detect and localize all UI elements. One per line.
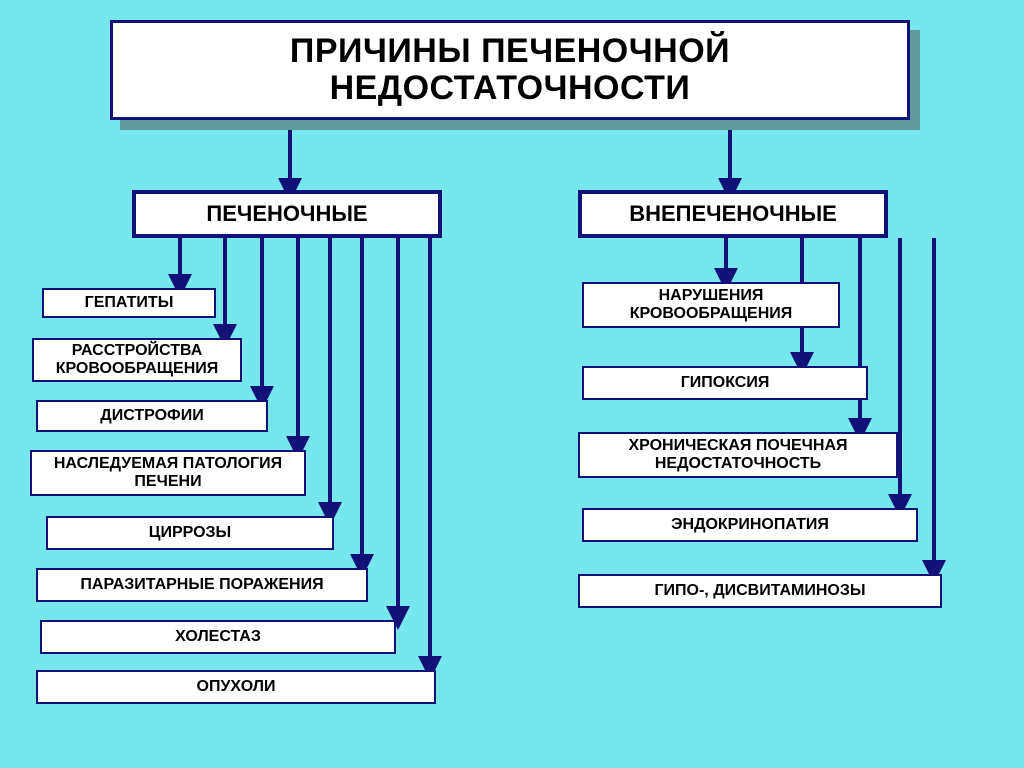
leaf-right-4: ГИПО-, ДИСВИТАМИНОЗЫ bbox=[578, 574, 942, 608]
leaf-label-left-4: ЦИРРОЗЫ bbox=[149, 524, 231, 542]
category-right: ВНЕПЕЧЕНОЧНЫЕ bbox=[578, 190, 888, 238]
leaf-label-left-1: РАССТРОЙСТВА КРОВООБРАЩЕНИЯ bbox=[40, 342, 234, 377]
title-box: ПРИЧИНЫ ПЕЧЕНОЧНОЙ НЕДОСТАТОЧНОСТИ bbox=[110, 20, 910, 120]
leaf-left-3: НАСЛЕДУЕМАЯ ПАТОЛОГИЯ ПЕЧЕНИ bbox=[30, 450, 306, 496]
leaf-label-left-2: ДИСТРОФИИ bbox=[100, 407, 203, 425]
category-label-right: ВНЕПЕЧЕНОЧНЫЕ bbox=[629, 202, 837, 226]
leaf-label-left-0: ГЕПАТИТЫ bbox=[85, 294, 174, 312]
leaf-right-2: ХРОНИЧЕСКАЯ ПОЧЕЧНАЯ НЕДОСТАТОЧНОСТЬ bbox=[578, 432, 898, 478]
leaf-left-5: ПАРАЗИТАРНЫЕ ПОРАЖЕНИЯ bbox=[36, 568, 368, 602]
leaf-label-left-6: ХОЛЕСТАЗ bbox=[175, 628, 261, 646]
title-text: ПРИЧИНЫ ПЕЧЕНОЧНОЙ НЕДОСТАТОЧНОСТИ bbox=[113, 33, 907, 108]
category-left: ПЕЧЕНОЧНЫЕ bbox=[132, 190, 442, 238]
leaf-label-right-1: ГИПОКСИЯ bbox=[681, 374, 770, 392]
leaf-left-1: РАССТРОЙСТВА КРОВООБРАЩЕНИЯ bbox=[32, 338, 242, 382]
leaf-left-2: ДИСТРОФИИ bbox=[36, 400, 268, 432]
leaf-label-left-3: НАСЛЕДУЕМАЯ ПАТОЛОГИЯ ПЕЧЕНИ bbox=[38, 455, 298, 490]
leaf-right-1: ГИПОКСИЯ bbox=[582, 366, 868, 400]
leaf-left-6: ХОЛЕСТАЗ bbox=[40, 620, 396, 654]
leaf-right-3: ЭНДОКРИНОПАТИЯ bbox=[582, 508, 918, 542]
category-label-left: ПЕЧЕНОЧНЫЕ bbox=[206, 202, 367, 226]
leaf-right-0: НАРУШЕНИЯ КРОВООБРАЩЕНИЯ bbox=[582, 282, 840, 328]
leaf-label-right-3: ЭНДОКРИНОПАТИЯ bbox=[671, 516, 829, 534]
diagram-stage: ПРИЧИНЫ ПЕЧЕНОЧНОЙ НЕДОСТАТОЧНОСТИ ПЕЧЕНО… bbox=[0, 0, 1024, 768]
leaf-label-right-2: ХРОНИЧЕСКАЯ ПОЧЕЧНАЯ НЕДОСТАТОЧНОСТЬ bbox=[586, 437, 890, 472]
leaf-label-left-7: ОПУХОЛИ bbox=[197, 678, 276, 696]
leaf-left-0: ГЕПАТИТЫ bbox=[42, 288, 216, 318]
leaf-label-right-0: НАРУШЕНИЯ КРОВООБРАЩЕНИЯ bbox=[590, 287, 832, 322]
leaf-label-right-4: ГИПО-, ДИСВИТАМИНОЗЫ bbox=[654, 582, 865, 600]
leaf-left-4: ЦИРРОЗЫ bbox=[46, 516, 334, 550]
leaf-left-7: ОПУХОЛИ bbox=[36, 670, 436, 704]
leaf-label-left-5: ПАРАЗИТАРНЫЕ ПОРАЖЕНИЯ bbox=[80, 576, 323, 594]
